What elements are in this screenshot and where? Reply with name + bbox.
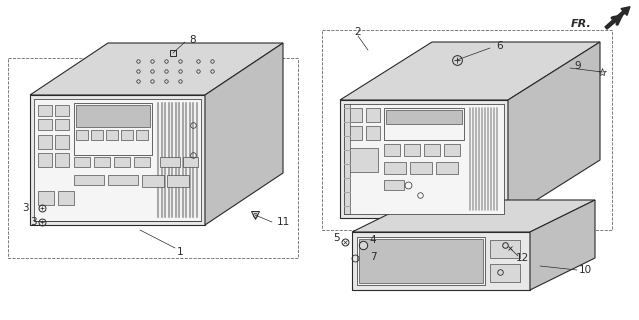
Bar	[91, 130, 103, 140]
Bar	[384, 108, 464, 140]
Bar	[436, 162, 458, 174]
Bar	[444, 144, 460, 156]
Bar	[38, 135, 52, 149]
Bar	[121, 130, 133, 140]
Bar	[384, 180, 404, 190]
Text: 11: 11	[277, 217, 289, 227]
Bar	[108, 175, 138, 185]
Bar	[94, 157, 110, 167]
Text: 4: 4	[370, 235, 376, 245]
Text: 10: 10	[578, 265, 592, 275]
Bar	[74, 103, 152, 155]
Text: 2: 2	[355, 27, 361, 37]
Bar	[384, 162, 406, 174]
Polygon shape	[340, 100, 508, 218]
Bar	[55, 135, 69, 149]
Polygon shape	[205, 43, 283, 225]
Bar	[38, 119, 52, 130]
Bar	[55, 153, 69, 167]
Polygon shape	[508, 42, 600, 218]
Text: 6: 6	[497, 41, 504, 51]
Bar	[404, 144, 420, 156]
Bar	[55, 119, 69, 130]
Polygon shape	[352, 200, 595, 232]
Bar	[58, 191, 74, 205]
Bar	[366, 126, 380, 140]
Bar	[348, 148, 378, 172]
Bar	[357, 237, 485, 285]
Bar	[55, 105, 69, 116]
Text: 1: 1	[177, 247, 183, 257]
FancyArrow shape	[605, 7, 630, 29]
Bar	[38, 105, 52, 116]
Bar	[142, 175, 164, 187]
Bar	[348, 108, 362, 122]
Bar	[183, 157, 198, 167]
Bar	[167, 175, 189, 187]
Bar	[348, 126, 362, 140]
Bar	[344, 104, 504, 214]
Bar	[8, 58, 298, 258]
Bar	[136, 130, 148, 140]
Text: 8: 8	[190, 35, 196, 45]
Text: FR.: FR.	[571, 19, 592, 29]
Polygon shape	[30, 95, 205, 225]
Bar	[106, 130, 118, 140]
Bar	[490, 264, 520, 282]
Bar	[114, 157, 130, 167]
Bar	[410, 162, 432, 174]
Bar	[74, 157, 90, 167]
Polygon shape	[30, 43, 283, 95]
Bar	[384, 144, 400, 156]
Bar	[386, 110, 462, 124]
Text: 9: 9	[574, 61, 581, 71]
Bar	[38, 153, 52, 167]
Bar	[76, 130, 88, 140]
Bar	[344, 104, 350, 214]
Polygon shape	[352, 232, 530, 290]
Polygon shape	[340, 42, 600, 100]
Polygon shape	[530, 200, 595, 290]
Bar	[322, 30, 612, 230]
Text: 12: 12	[516, 253, 528, 263]
Bar	[424, 144, 440, 156]
Bar	[160, 157, 180, 167]
Text: 7: 7	[370, 252, 376, 262]
Bar	[38, 191, 54, 205]
Bar	[74, 175, 104, 185]
Text: 3: 3	[29, 217, 36, 227]
Bar	[366, 108, 380, 122]
Bar	[34, 99, 201, 221]
Text: 3: 3	[22, 203, 28, 213]
Text: 5: 5	[334, 233, 341, 243]
Bar	[76, 105, 150, 127]
Bar	[490, 240, 520, 258]
Bar	[134, 157, 150, 167]
Bar	[359, 239, 483, 283]
